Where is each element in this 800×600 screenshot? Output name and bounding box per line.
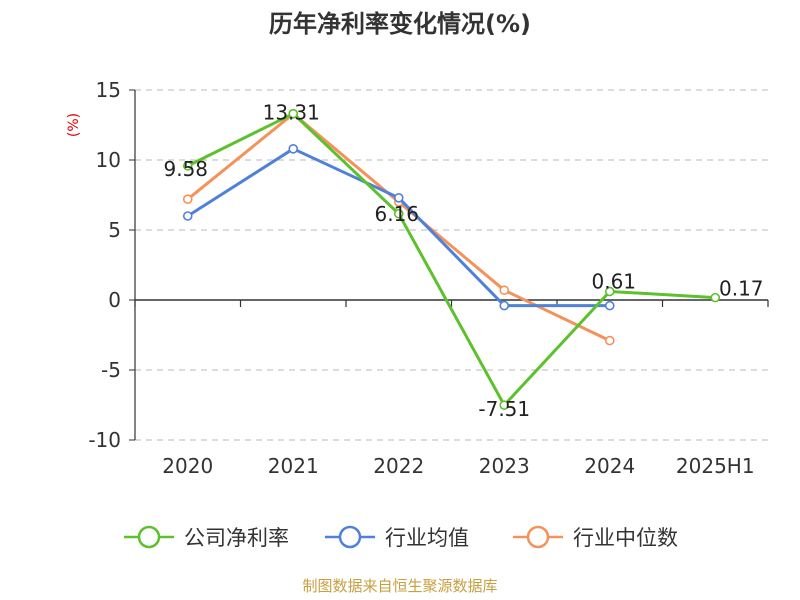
data-point (604, 300, 615, 311)
data-point (288, 144, 299, 154)
data-point (182, 194, 193, 204)
data-label: 13.31 (263, 101, 320, 125)
data-point (288, 108, 299, 119)
series (182, 108, 721, 410)
y-axis-label: (%) (66, 113, 82, 137)
y-tick-label: -10 (88, 428, 121, 452)
data-label: 9.58 (163, 157, 208, 181)
data-point (499, 400, 510, 410)
legend-label: 行业中位数 (573, 526, 678, 550)
data-label: 0.61 (591, 269, 636, 293)
legend-swatch-marker (338, 525, 362, 549)
data-label: 6.16 (374, 202, 419, 226)
data-labels: 9.58 13.31 6.16 -7.51 0.61 0.17 (163, 101, 763, 421)
data-point (182, 211, 193, 221)
legend-swatch-marker (526, 525, 550, 549)
legend-label: 公司净利率 (184, 526, 289, 550)
data-label: 0.17 (719, 277, 764, 301)
y-tick-label: 5 (108, 218, 121, 242)
x-tick-label: 2025H1 (676, 454, 755, 478)
data-point (604, 335, 615, 346)
x-tick-label: 2023 (479, 454, 530, 478)
y-tick-label: 10 (96, 148, 121, 172)
y-tick-label: -5 (101, 358, 121, 382)
legend: 公司净利率 行业均值 行业中位数 (124, 525, 678, 550)
axes: 15 10 5 0 -5 -10 2020 2021 2022 2023 2024 2025H1 (88, 78, 769, 478)
series-line (186, 147, 610, 308)
x-tick-label: 2024 (584, 454, 635, 478)
legend-swatch-marker (137, 525, 161, 549)
y-tick-label: 0 (108, 288, 121, 312)
series-line (187, 112, 716, 407)
x-tick-label: 2022 (373, 454, 424, 478)
data-point (182, 161, 193, 171)
data-point (604, 286, 615, 297)
data-label: -7.51 (478, 397, 530, 421)
data-point (499, 285, 510, 296)
x-tick-label: 2020 (162, 454, 213, 478)
grid (135, 89, 768, 441)
data-point (499, 300, 510, 311)
legend-label: 行业均值 (385, 526, 469, 550)
chart-title: 历年净利率变化情况(%) (269, 10, 531, 38)
data-point (393, 208, 404, 219)
data-point (393, 193, 404, 203)
x-tick-label: 2021 (268, 454, 319, 478)
source-note: 制图数据来自恒生聚源数据库 (302, 577, 497, 595)
y-tick-label: 15 (96, 78, 121, 102)
data-point (710, 292, 721, 303)
